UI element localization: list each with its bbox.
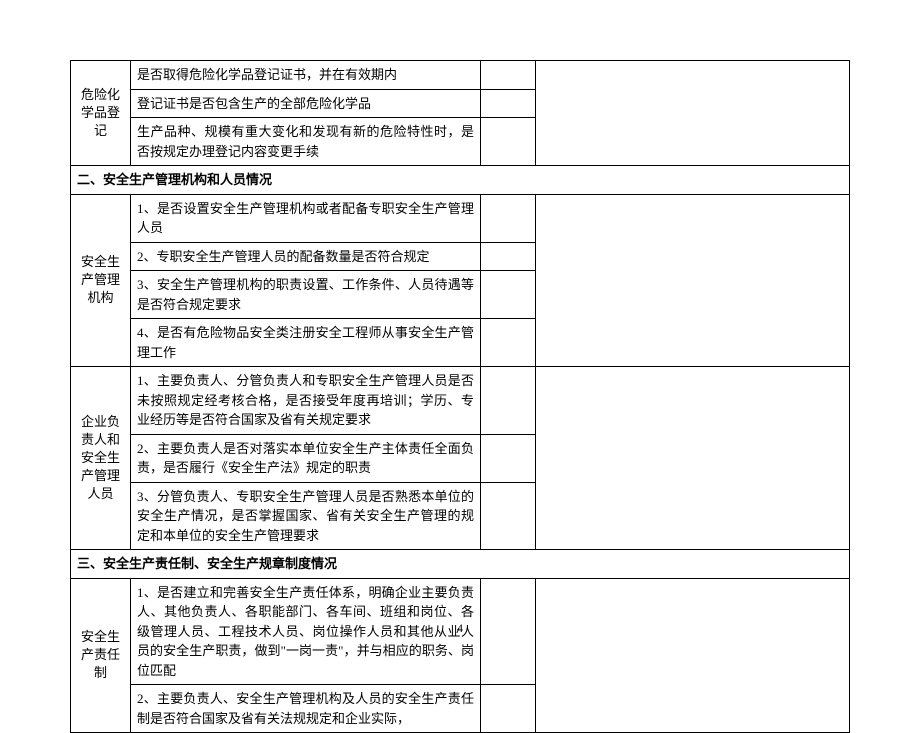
- blank-cell: [481, 89, 536, 118]
- blank-cell: [481, 319, 536, 367]
- blank-cell: [481, 434, 536, 482]
- blank-cell: [536, 61, 850, 166]
- section-header: 二、安全生产管理机构和人员情况: [71, 166, 850, 195]
- checklist-item: 1、主要负责人、分管负责人和专职安全生产管理人员是否未按照规定经考核合格，是否接…: [131, 367, 481, 435]
- section-header: 三、安全生产责任制、安全生产规章制度情况: [71, 550, 850, 579]
- checklist-item: 4、是否有危险物品安全类注册安全工程师从事安全生产管理工作: [131, 319, 481, 367]
- blank-cell: [536, 194, 850, 367]
- page-number: 4: [0, 621, 920, 636]
- row-group-label: 安全生产责任制: [71, 578, 131, 733]
- checklist-item: 3、安全生产管理机构的职责设置、工作条件、人员待遇等是否符合规定要求: [131, 271, 481, 319]
- checklist-item: 2、主要负责人是否对落实本单位安全生产主体责任全面负责，是否履行《安全生产法》规…: [131, 434, 481, 482]
- blank-cell: [481, 61, 536, 90]
- checklist-item: 登记证书是否包含生产的全部危险化学品: [131, 89, 481, 118]
- checklist-item: 是否取得危险化学品登记证书，并在有效期内: [131, 61, 481, 90]
- blank-cell: [481, 271, 536, 319]
- blank-cell: [481, 367, 536, 435]
- checklist-item: 1、是否设置安全生产管理机构或者配备专职安全生产管理人员: [131, 194, 481, 242]
- blank-cell: [481, 242, 536, 271]
- blank-cell: [481, 685, 536, 733]
- checklist-item: 2、专职安全生产管理人员的配备数量是否符合规定: [131, 242, 481, 271]
- checklist-item: 3、分管负责人、专职安全生产管理人员是否熟悉本单位的安全生产情况，是否掌握国家、…: [131, 482, 481, 550]
- checklist-item: 生产品种、规模有重大变化和发现有新的危险特性时，是否按规定办理登记内容变更手续: [131, 118, 481, 166]
- blank-cell: [481, 118, 536, 166]
- blank-cell: [481, 482, 536, 550]
- blank-cell: [536, 578, 850, 733]
- blank-cell: [536, 367, 850, 550]
- blank-cell: [481, 194, 536, 242]
- row-group-label: 企业负责人和安全生产管理人员: [71, 367, 131, 550]
- row-group-label: 安全生产管理机构: [71, 194, 131, 367]
- checklist-item: 2、主要负责人、安全生产管理机构及人员的安全生产责任制是否符合国家及省有关法规规…: [131, 685, 481, 733]
- row-group-label: 危险化学品登记: [71, 61, 131, 166]
